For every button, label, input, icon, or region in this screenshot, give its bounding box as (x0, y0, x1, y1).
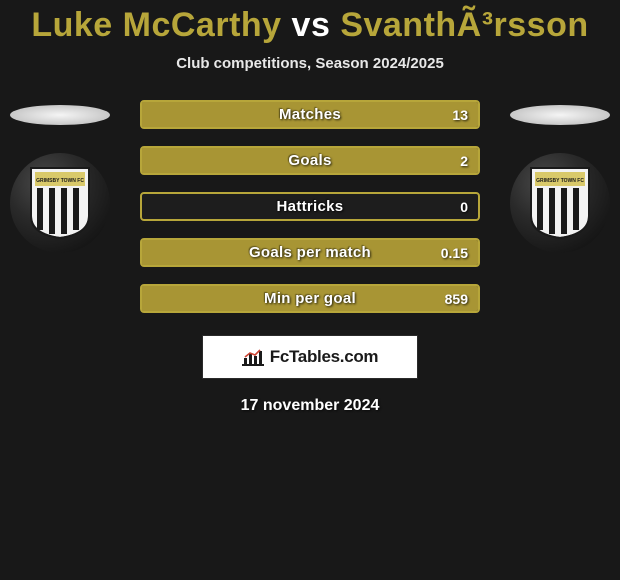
stat-value-right: 2 (460, 153, 468, 169)
player2-column: GRIMSBY TOWN FC (500, 100, 620, 253)
stat-bar: Min per goal 859 (140, 284, 480, 313)
player1-club-badge: GRIMSBY TOWN FC (10, 153, 110, 253)
player1-name: Luke McCarthy (31, 6, 281, 44)
stat-value-right: 0.15 (441, 245, 468, 261)
player2-silhouette (510, 105, 610, 125)
shield-icon: GRIMSBY TOWN FC (529, 166, 591, 240)
brand-text: FcTables.com (270, 347, 379, 367)
shield-icon: GRIMSBY TOWN FC (29, 166, 91, 240)
svg-text:GRIMSBY TOWN FC: GRIMSBY TOWN FC (36, 178, 84, 184)
stat-value-right: 13 (452, 107, 468, 123)
player2-club-badge: GRIMSBY TOWN FC (510, 153, 610, 253)
stat-label: Goals (288, 152, 331, 169)
page-title: Luke McCarthy vs SvanthÃ³rsson (0, 0, 620, 45)
stat-label: Matches (279, 106, 341, 123)
svg-text:GRIMSBY TOWN FC: GRIMSBY TOWN FC (536, 178, 584, 184)
subtitle: Club competitions, Season 2024/2025 (0, 55, 620, 72)
stat-value-right: 0 (460, 199, 468, 215)
stat-label: Goals per match (249, 244, 371, 261)
player1-column: GRIMSBY TOWN FC (0, 100, 120, 253)
stat-bar: Hattricks 0 (140, 192, 480, 221)
comparison-content: GRIMSBY TOWN FC GRIMS (0, 100, 620, 313)
stat-value-right: 859 (445, 291, 468, 307)
stat-bars: Matches 13 Goals 2 Hattricks 0 Goals per match… (140, 100, 480, 313)
brand-box[interactable]: FcTables.com (202, 335, 418, 379)
vs-text: vs (292, 6, 331, 44)
player2-name: SvanthÃ³rsson (340, 6, 588, 44)
chart-icon (242, 348, 264, 366)
date-text: 17 november 2024 (0, 397, 620, 415)
stat-bar: Goals per match 0.15 (140, 238, 480, 267)
stat-label: Min per goal (264, 290, 356, 307)
stat-label: Hattricks (277, 198, 344, 215)
stat-bar: Matches 13 (140, 100, 480, 129)
stat-bar: Goals 2 (140, 146, 480, 175)
player1-silhouette (10, 105, 110, 125)
